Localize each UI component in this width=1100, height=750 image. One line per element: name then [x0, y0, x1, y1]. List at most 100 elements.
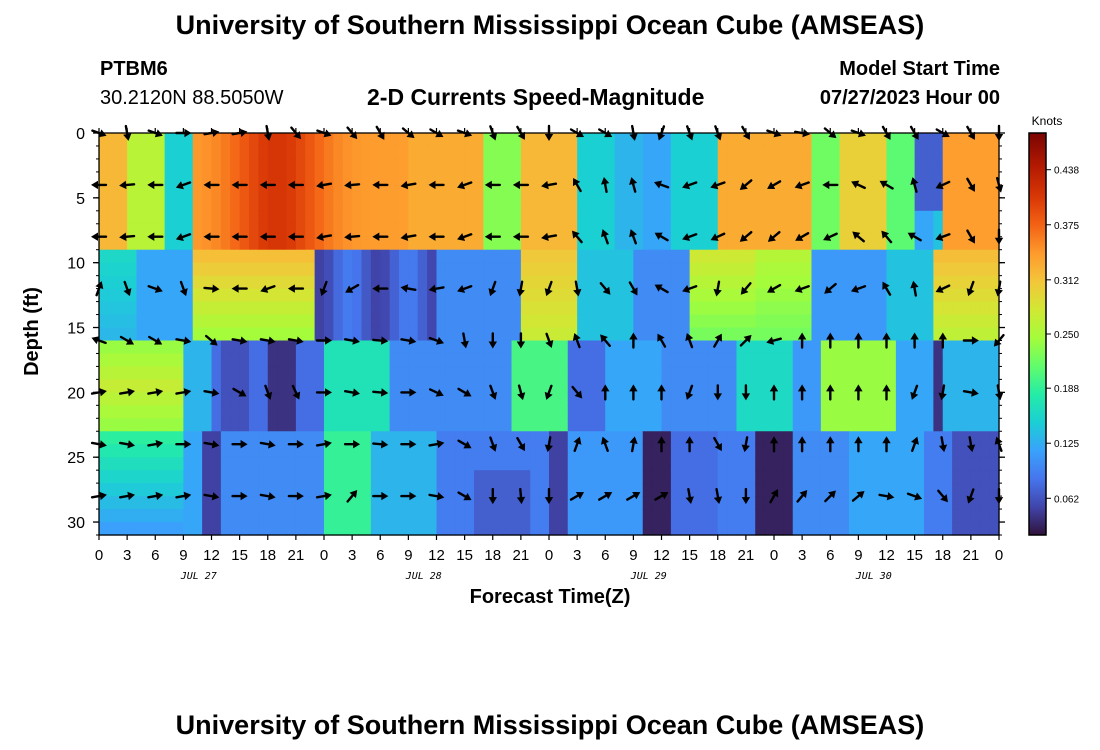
current-arrow — [966, 177, 976, 192]
current-arrow — [175, 491, 192, 501]
heat-cell — [174, 522, 184, 536]
heat-cell — [174, 197, 184, 212]
heat-cell — [595, 314, 606, 329]
heat-cell — [736, 327, 747, 342]
heat-cell — [961, 327, 972, 342]
heat-cell — [745, 158, 756, 173]
x-tick-label: 0 — [995, 547, 1003, 564]
heat-cell — [642, 509, 653, 523]
heat-cell — [895, 133, 906, 147]
current-arrow — [231, 128, 248, 137]
heat-cell — [689, 457, 700, 471]
x-tick-label: 18 — [259, 547, 276, 564]
speed-heatmap — [99, 133, 1000, 536]
heat-cell — [492, 314, 503, 329]
heat-cell — [380, 418, 391, 432]
heat-cell — [924, 210, 934, 225]
arrow-head — [352, 388, 360, 397]
heat-cell — [483, 340, 494, 355]
heat-cell — [286, 431, 297, 445]
heat-cell — [839, 405, 850, 419]
heat-cell — [820, 288, 831, 303]
heat-cell — [155, 379, 166, 393]
heat-cell — [530, 133, 541, 147]
heat-cell — [642, 340, 653, 355]
heat-cell — [267, 184, 278, 199]
heat-cell — [924, 522, 934, 536]
heat-cell — [689, 314, 700, 329]
heat-cell — [239, 262, 250, 277]
heat-cell — [689, 522, 700, 536]
heat-cell — [520, 288, 531, 303]
heat-cell — [361, 133, 372, 147]
heat-cell — [783, 483, 794, 497]
heat-cell — [464, 522, 475, 536]
heat-cell — [661, 223, 672, 238]
heat-cell — [924, 327, 934, 342]
current-arrow — [794, 181, 810, 190]
heat-cell — [324, 405, 334, 419]
heat-cell — [295, 262, 306, 277]
current-arrow — [882, 436, 891, 453]
heat-cell — [352, 366, 363, 380]
heat-cell — [258, 457, 269, 471]
current-arrow — [344, 180, 361, 190]
heat-cell — [352, 197, 363, 212]
current-arrow — [962, 336, 979, 345]
arrow-head — [296, 491, 304, 501]
current-arrow — [287, 440, 304, 449]
heat-cell — [877, 184, 888, 199]
heat-cell — [155, 444, 166, 458]
heat-cell — [352, 171, 363, 186]
heat-cell — [886, 301, 897, 316]
heat-cell — [670, 418, 681, 432]
heat-cell — [164, 210, 175, 225]
heat-cell — [408, 340, 419, 355]
heat-cell — [586, 223, 597, 238]
heat-cell — [99, 496, 109, 510]
heat-cell — [652, 353, 663, 368]
heat-cell — [511, 275, 522, 290]
heat-cell — [155, 223, 166, 238]
arrow-head — [211, 128, 220, 137]
heat-cell — [539, 288, 550, 303]
x-tick-label: 6 — [151, 547, 159, 564]
heat-cell — [624, 496, 634, 510]
heat-cell — [708, 522, 719, 536]
heat-cell — [183, 249, 194, 264]
heat-cell — [745, 145, 756, 160]
heat-cell — [792, 210, 803, 225]
heat-cell — [220, 145, 231, 160]
arrow-head — [967, 183, 976, 192]
heat-cell — [239, 509, 250, 523]
heat-cell — [108, 405, 119, 419]
arrow-head — [710, 181, 719, 190]
heat-cell — [239, 223, 250, 238]
arrow-head — [184, 440, 192, 449]
heat-cell — [924, 171, 934, 186]
heat-cell — [174, 314, 184, 329]
current-arrow — [315, 388, 332, 397]
heat-cell — [727, 405, 738, 419]
heat-cell — [370, 483, 381, 497]
heat-cell — [549, 223, 559, 238]
heat-cell — [942, 171, 953, 186]
heat-cell — [670, 210, 681, 225]
heat-cell — [192, 340, 203, 355]
heat-cell — [689, 158, 700, 173]
heat-cell — [249, 145, 259, 160]
heat-cell — [811, 236, 822, 251]
heat-cell — [117, 249, 128, 264]
heat-cell — [492, 509, 503, 523]
heat-cell — [980, 431, 991, 445]
arrow-head — [512, 180, 520, 190]
heat-cell — [202, 431, 213, 445]
heat-cell — [511, 340, 522, 355]
heat-cell — [464, 275, 475, 290]
heat-cell — [230, 522, 241, 536]
heat-cell — [764, 353, 775, 368]
heat-cell — [145, 197, 156, 212]
heat-cell — [230, 158, 241, 173]
heat-cell — [314, 133, 325, 147]
heat-cell — [370, 366, 381, 380]
